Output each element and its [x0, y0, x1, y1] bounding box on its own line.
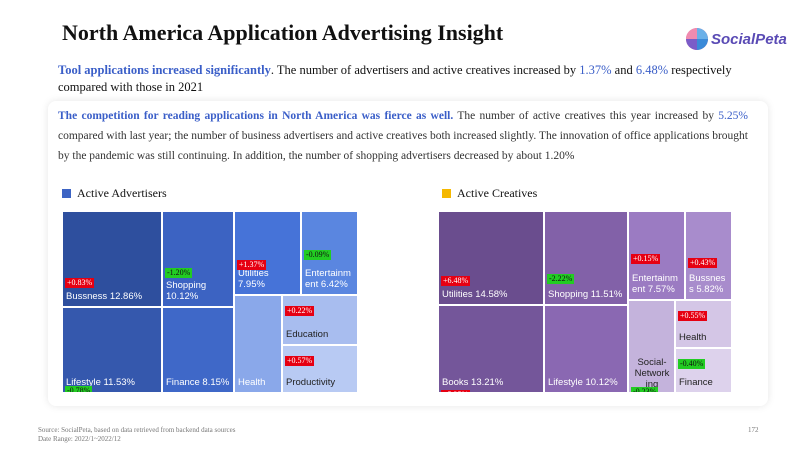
treemap-cell-productivity: Productivity +0.57% — [282, 345, 358, 393]
summary-text-a: . The number of advertisers and active c… — [270, 63, 580, 77]
source-line: Source: SocialPeta, based on data retrie… — [38, 426, 236, 434]
socialpeta-logo: SocialPeta — [686, 28, 787, 50]
treemap-cell-change: -0.40% — [678, 359, 706, 369]
treemap-cell-label: Shopping 11.51% — [548, 289, 623, 300]
treemap-cell-change: +0.22% — [285, 306, 315, 316]
treemap-cell-change: +5.25% — [441, 390, 471, 392]
treemap-cell-label: Finance — [679, 377, 713, 388]
treemap-cell-utilities: Utilities 14.58% +6.48% — [438, 211, 544, 305]
treemap-cell-change: +0.43% — [688, 258, 718, 268]
treemap-cell-change: -0.78% — [65, 386, 93, 392]
treemap-cell-change: +1.37% — [237, 260, 267, 270]
treemap-cell-label: Books 13.21% — [442, 377, 504, 388]
treemap-cell-label: Health — [238, 377, 266, 388]
treemap-cell-label: Education — [286, 329, 329, 340]
treemap-cell-label: Lifestyle 10.12% — [548, 377, 618, 388]
detail-text-b: compared with last year; the number of b… — [58, 130, 748, 162]
treemap-cell-label: Health — [679, 332, 707, 343]
treemap-cell-health: Health +0.55% — [675, 300, 732, 348]
legend-label-creatives: Active Creatives — [457, 186, 538, 200]
treemap-cell-change: -2.22% — [547, 274, 575, 284]
detail-highlight: The competition for reading applications… — [58, 110, 454, 122]
treemap-cell-bussness: Bussness 12.86% +0.83% — [62, 211, 162, 307]
treemap-cell-books: Books 13.21% +5.25% — [438, 305, 544, 393]
treemap-cell-label: Bussness 12.86% — [66, 291, 143, 302]
source-note: Source: SocialPeta, based on data retrie… — [38, 426, 235, 443]
summary-number-a: 1.37% — [579, 63, 612, 77]
treemap-cell-education: Education +0.22% — [282, 295, 358, 345]
detail-text-a: The number of active creatives this year… — [453, 110, 719, 122]
treemap-cell-label: Utilities 7.95% — [238, 268, 269, 290]
treemap-cell-social-networking: Social- Network ing -0.23% — [628, 300, 675, 393]
summary-highlight: Tool applications increased significantl… — [58, 63, 271, 77]
treemap-active-creatives: Utilities 14.58% +6.48% Books 13.21% +5.25%… — [438, 211, 732, 393]
treemap-cell-lifestyle: Lifestyle 11.53% -0.78% — [62, 307, 162, 393]
treemap-cell-label: Utilities 14.58% — [442, 289, 508, 300]
summary-paragraph: Tool applications increased significantl… — [58, 62, 758, 96]
treemap-cell-label: Entertainm ent 6.42% — [305, 268, 351, 290]
legend-label-advertisers: Active Advertisers — [77, 186, 167, 200]
detail-number-a: 5.25% — [718, 110, 749, 122]
legend-swatch-advertisers — [62, 189, 71, 198]
treemap-cell-change: +0.55% — [678, 311, 708, 321]
legend-active-creatives: Active Creatives — [442, 186, 537, 201]
treemap-cell-change: +6.48% — [441, 276, 471, 286]
page-title: North America Application Advertising In… — [62, 20, 504, 45]
treemap-cell-label: Shopping 10.12% — [166, 280, 207, 302]
treemap-cell-entertainment: Entertainm ent 7.57% +0.15% — [628, 211, 685, 300]
date-range-line: Date Range: 2022/1~2022/12 — [38, 434, 121, 443]
treemap-cell-label: Social- Network ing — [634, 357, 670, 390]
treemap-cell-finance: Finance 8.15%+0.76% — [162, 307, 234, 393]
treemap-cell-change: -1.20% — [165, 268, 193, 278]
treemap-cell-label: Productivity — [286, 377, 336, 388]
legend-active-advertisers: Active Advertisers — [62, 186, 167, 201]
treemap-cell-label: Bussnes s 5.82% — [689, 273, 726, 295]
treemap-cell-label: Lifestyle 11.53% — [66, 377, 136, 388]
treemap-cell-label: Finance 8.15% — [166, 377, 230, 388]
page-number: 172 — [748, 426, 759, 434]
treemap-cell-shopping: Shopping 10.12% -1.20% — [162, 211, 234, 307]
legend-swatch-creatives — [442, 189, 451, 198]
treemap-active-advertisers: Bussness 12.86% +0.83% Lifestyle 11.53% -0.… — [62, 211, 358, 393]
summary-text-b: and — [611, 63, 636, 77]
treemap-cell-change: +0.57% — [285, 356, 315, 366]
logo-text: SocialPeta — [711, 30, 787, 48]
treemap-cell-change: +0.15% — [631, 254, 661, 264]
treemap-cell-change: +0.83% — [65, 278, 95, 288]
treemap-cell-change: -0.23% — [631, 387, 659, 392]
logo-mark-icon — [686, 28, 708, 50]
treemap-cell-bussness: Bussnes s 5.82% +0.43% — [685, 211, 732, 300]
detail-paragraph: The competition for reading applications… — [58, 106, 748, 166]
treemap-cell-health: Health-0.31% — [234, 295, 282, 393]
treemap-cell-utilities: Utilities 7.95% +1.37% — [234, 211, 301, 295]
treemap-cell-change: -0.09% — [304, 250, 332, 260]
treemap-cell-lifestyle: Lifestyle 10.12%-1.09% — [544, 305, 628, 393]
treemap-cell-shopping: Shopping 11.51% -2.22% — [544, 211, 628, 305]
treemap-cell-entertainment: Entertainm ent 6.42% -0.09% — [301, 211, 358, 295]
summary-number-b: 6.48% — [635, 63, 669, 77]
summary-text-c: respectively compared with those in 2021 — [58, 63, 732, 94]
treemap-cell-finance: Finance -0.40% — [675, 348, 732, 393]
treemap-cell-label: Entertainm ent 7.57% — [632, 273, 678, 295]
